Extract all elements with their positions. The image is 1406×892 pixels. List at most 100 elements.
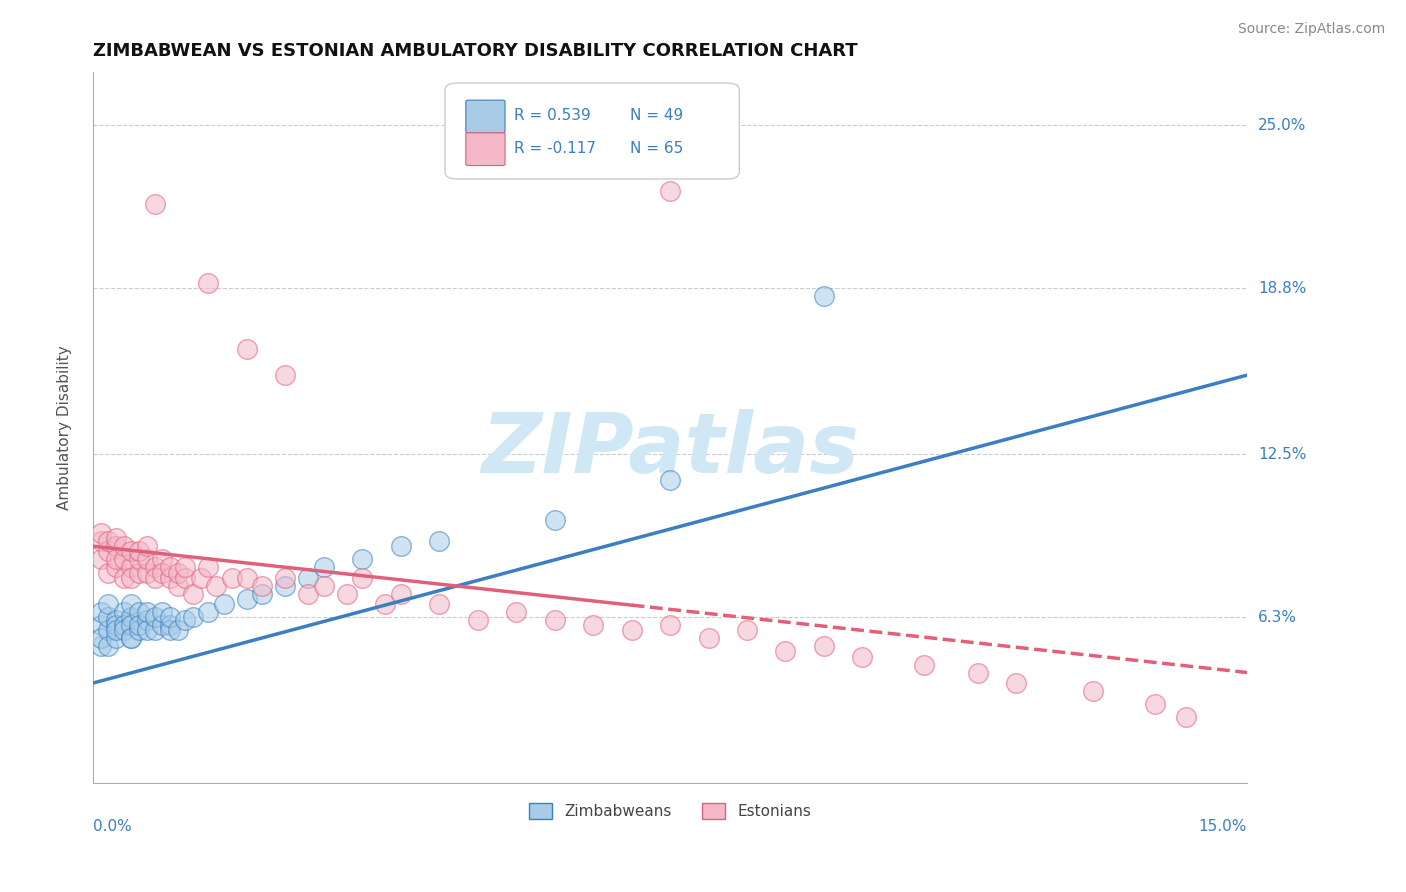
Point	[427, 533, 450, 548]
Point	[544, 613, 567, 627]
Text: 18.8%: 18.8%	[1258, 281, 1306, 296]
Point	[128, 552, 150, 566]
Point	[1174, 710, 1197, 724]
Point	[159, 610, 181, 624]
Point	[112, 624, 135, 638]
Text: ZIMBABWEAN VS ESTONIAN AMBULATORY DISABILITY CORRELATION CHART: ZIMBABWEAN VS ESTONIAN AMBULATORY DISABI…	[93, 42, 858, 60]
Point	[274, 579, 297, 593]
Point	[112, 552, 135, 566]
Point	[90, 618, 112, 632]
Point	[90, 533, 112, 548]
Point	[121, 597, 143, 611]
Point	[181, 610, 204, 624]
Point	[90, 526, 112, 541]
Point	[121, 560, 143, 574]
Point	[105, 632, 128, 646]
Point	[105, 618, 128, 632]
Point	[620, 624, 643, 638]
Text: R = 0.539: R = 0.539	[515, 108, 591, 123]
Point	[212, 597, 235, 611]
Point	[174, 560, 197, 574]
Point	[135, 539, 157, 553]
Point	[105, 552, 128, 566]
Text: R = -0.117: R = -0.117	[515, 141, 596, 156]
Point	[105, 613, 128, 627]
Point	[775, 644, 797, 658]
Point	[166, 624, 188, 638]
Point	[90, 639, 112, 653]
Point	[236, 342, 259, 356]
Point	[659, 618, 682, 632]
Point	[312, 560, 335, 574]
Point	[236, 591, 259, 606]
Point	[851, 649, 873, 664]
Point	[90, 605, 112, 619]
Point	[121, 571, 143, 585]
Point	[121, 544, 143, 558]
Point	[159, 571, 181, 585]
Point	[659, 474, 682, 488]
FancyBboxPatch shape	[465, 133, 505, 166]
Point	[1083, 684, 1105, 698]
Point	[197, 605, 219, 619]
Point	[352, 552, 374, 566]
Text: 6.3%: 6.3%	[1258, 610, 1298, 624]
Point	[312, 579, 335, 593]
Point	[143, 197, 166, 211]
Point	[97, 566, 120, 580]
Point	[166, 579, 188, 593]
Point	[221, 571, 243, 585]
Point	[143, 571, 166, 585]
Point	[274, 368, 297, 383]
Point	[159, 618, 181, 632]
Text: 0.0%: 0.0%	[93, 819, 132, 834]
Point	[252, 586, 274, 600]
Text: N = 65: N = 65	[630, 141, 683, 156]
Y-axis label: Ambulatory Disability: Ambulatory Disability	[58, 345, 72, 510]
Point	[150, 566, 173, 580]
Point	[135, 605, 157, 619]
Point	[105, 560, 128, 574]
Point	[252, 579, 274, 593]
Point	[97, 544, 120, 558]
Point	[135, 566, 157, 580]
Point	[389, 539, 412, 553]
Point	[128, 618, 150, 632]
Point	[236, 571, 259, 585]
Text: 15.0%: 15.0%	[1199, 819, 1247, 834]
Point	[427, 597, 450, 611]
Point	[97, 597, 120, 611]
Point	[128, 605, 150, 619]
Point	[112, 605, 135, 619]
Point	[159, 560, 181, 574]
Point	[813, 639, 835, 653]
Point	[128, 566, 150, 580]
Point	[128, 624, 150, 638]
Point	[97, 610, 120, 624]
Point	[159, 624, 181, 638]
Point	[181, 586, 204, 600]
Point	[97, 533, 120, 548]
Point	[128, 544, 150, 558]
FancyBboxPatch shape	[446, 83, 740, 179]
Point	[659, 184, 682, 198]
Point	[97, 639, 120, 653]
FancyBboxPatch shape	[465, 100, 505, 133]
Text: 12.5%: 12.5%	[1258, 447, 1306, 461]
Point	[105, 531, 128, 545]
Point	[112, 571, 135, 585]
Point	[813, 289, 835, 303]
Point	[150, 605, 173, 619]
Point	[121, 610, 143, 624]
Point	[105, 539, 128, 553]
Point	[205, 579, 228, 593]
Point	[274, 571, 297, 585]
Point	[582, 618, 605, 632]
Point	[336, 586, 359, 600]
Point	[389, 586, 412, 600]
Point	[121, 618, 143, 632]
Point	[174, 571, 197, 585]
Point	[166, 566, 188, 580]
Point	[1143, 697, 1166, 711]
Point	[1005, 676, 1028, 690]
